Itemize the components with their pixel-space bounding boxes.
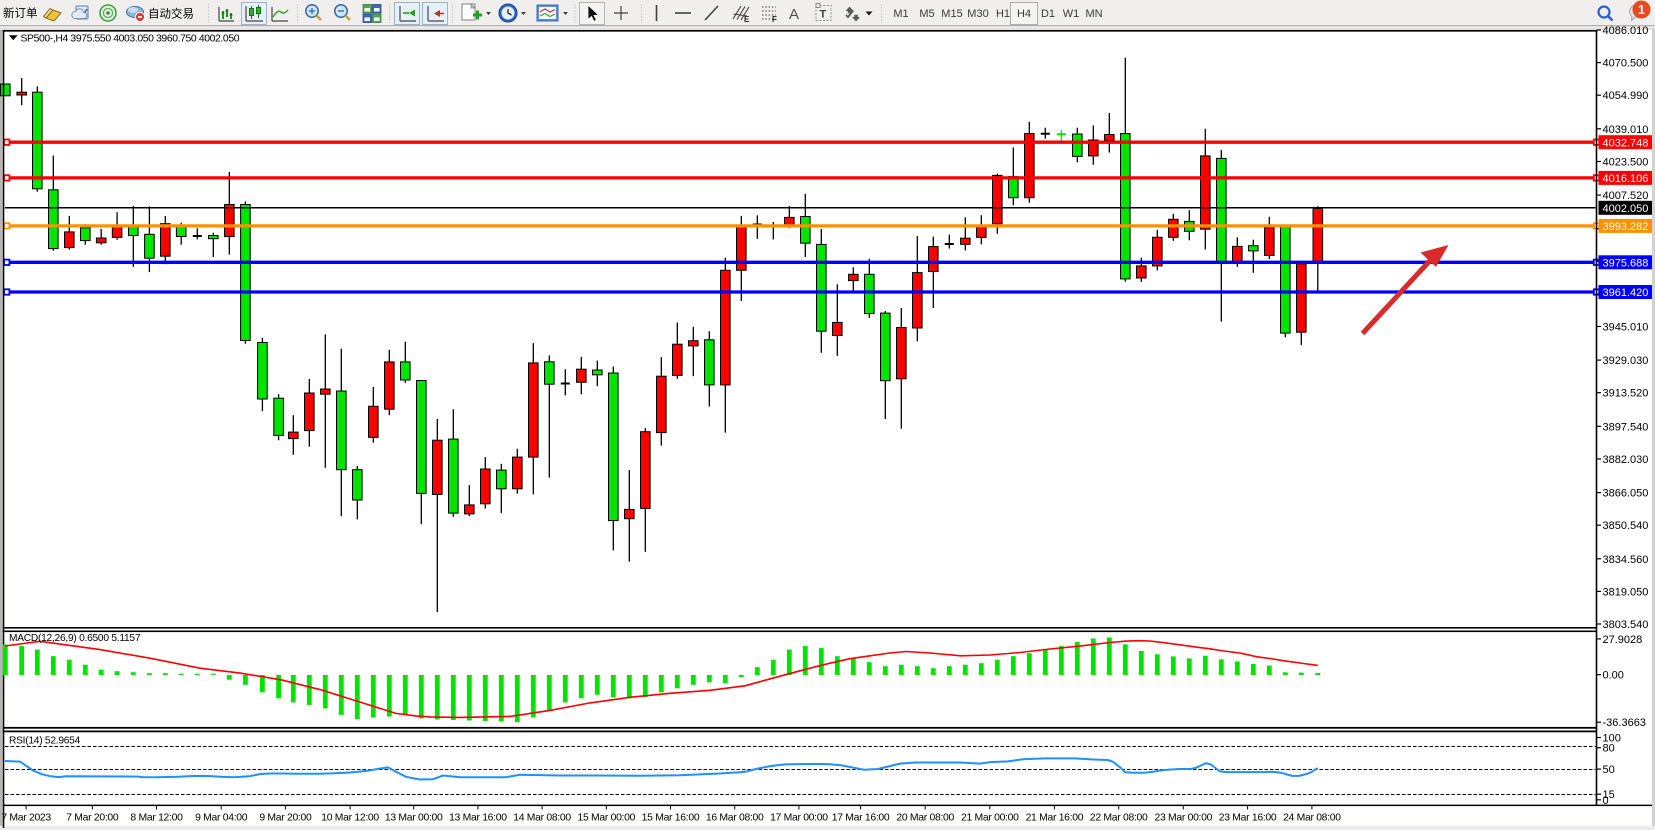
svg-text:3819.050: 3819.050 (1603, 586, 1649, 598)
svg-text:0.00: 0.00 (1603, 670, 1624, 682)
svg-text:RSI(14) 52.9654: RSI(14) 52.9654 (9, 735, 81, 746)
svg-text:新订单: 新订单 (3, 6, 38, 20)
svg-text:4032.748: 4032.748 (1603, 137, 1649, 149)
svg-text:H4: H4 (1017, 8, 1031, 20)
svg-text:4070.500: 4070.500 (1603, 58, 1649, 70)
svg-text:F: F (772, 15, 777, 24)
svg-text:M30: M30 (967, 8, 988, 20)
svg-text:7 Mar 2023: 7 Mar 2023 (1, 812, 51, 823)
svg-text:3850.540: 3850.540 (1603, 520, 1649, 532)
svg-text:22 Mar 08:00: 22 Mar 08:00 (1090, 812, 1148, 823)
svg-text:SP500-,H4 3975.550 4003.050 3: SP500-,H4 3975.550 4003.050 3960.750 400… (21, 33, 240, 44)
svg-text:13 Mar 00:00: 13 Mar 00:00 (385, 812, 443, 823)
svg-text:0: 0 (1603, 795, 1609, 807)
svg-text:E: E (744, 15, 750, 24)
svg-text:M5: M5 (919, 8, 934, 20)
svg-text:17 Mar 16:00: 17 Mar 16:00 (832, 812, 890, 823)
svg-text:21 Mar 00:00: 21 Mar 00:00 (961, 812, 1019, 823)
svg-text:4086.010: 4086.010 (1603, 25, 1649, 37)
svg-text:3803.540: 3803.540 (1603, 619, 1649, 631)
svg-text:3897.540: 3897.540 (1603, 421, 1649, 433)
svg-text:23 Mar 00:00: 23 Mar 00:00 (1154, 812, 1212, 823)
svg-text:27.9028: 27.9028 (1603, 634, 1643, 646)
svg-text:3834.560: 3834.560 (1603, 554, 1649, 566)
svg-text:80: 80 (1603, 743, 1615, 755)
svg-text:3961.420: 3961.420 (1603, 287, 1649, 299)
svg-text:自动交易: 自动交易 (148, 7, 194, 21)
svg-text:21 Mar 16:00: 21 Mar 16:00 (1026, 812, 1084, 823)
svg-text:15: 15 (1603, 789, 1615, 801)
svg-text:H1: H1 (996, 8, 1010, 20)
svg-text:T: T (820, 9, 827, 21)
svg-text:3882.030: 3882.030 (1603, 454, 1649, 466)
svg-text:9 Mar 04:00: 9 Mar 04:00 (195, 812, 248, 823)
svg-text:W1: W1 (1063, 8, 1080, 20)
svg-text:-36.3663: -36.3663 (1603, 717, 1646, 729)
svg-text:100: 100 (1603, 733, 1621, 745)
svg-text:10 Mar 12:00: 10 Mar 12:00 (321, 812, 379, 823)
svg-text:3993.282: 3993.282 (1603, 221, 1649, 233)
svg-text:4023.500: 4023.500 (1603, 157, 1649, 169)
svg-text:15 Mar 16:00: 15 Mar 16:00 (642, 812, 700, 823)
svg-text:9 Mar 20:00: 9 Mar 20:00 (259, 812, 312, 823)
svg-text:3929.030: 3929.030 (1603, 355, 1649, 367)
svg-text:4039.010: 4039.010 (1603, 124, 1649, 136)
svg-text:1: 1 (1638, 3, 1645, 17)
svg-text:4054.990: 4054.990 (1603, 90, 1649, 102)
svg-text:16 Mar 08:00: 16 Mar 08:00 (706, 812, 764, 823)
svg-text:3975.688: 3975.688 (1603, 258, 1649, 270)
svg-text:8 Mar 12:00: 8 Mar 12:00 (130, 812, 183, 823)
svg-text:50: 50 (1603, 764, 1615, 776)
svg-text:3866.050: 3866.050 (1603, 488, 1649, 500)
svg-text:MN: MN (1085, 8, 1102, 20)
svg-text:4007.520: 4007.520 (1603, 190, 1649, 202)
svg-text:A: A (789, 6, 799, 23)
svg-text:4002.050: 4002.050 (1603, 203, 1649, 215)
svg-text:4016.106: 4016.106 (1603, 173, 1649, 185)
svg-text:M15: M15 (941, 8, 962, 20)
svg-text:15 Mar 00:00: 15 Mar 00:00 (577, 812, 635, 823)
svg-text:M1: M1 (893, 8, 908, 20)
svg-text:3945.010: 3945.010 (1603, 322, 1649, 334)
svg-text:17 Mar 00:00: 17 Mar 00:00 (770, 812, 828, 823)
svg-text:3913.520: 3913.520 (1603, 388, 1649, 400)
svg-text:23 Mar 16:00: 23 Mar 16:00 (1219, 812, 1277, 823)
svg-text:24 Mar 08:00: 24 Mar 08:00 (1283, 812, 1341, 823)
svg-text:13 Mar 16:00: 13 Mar 16:00 (449, 812, 507, 823)
svg-text:D1: D1 (1041, 8, 1055, 20)
svg-text:14 Mar 08:00: 14 Mar 08:00 (513, 812, 571, 823)
svg-text:MACD(12,26,9) 0.6500 5.1157: MACD(12,26,9) 0.6500 5.1157 (9, 633, 141, 644)
svg-text:7 Mar 20:00: 7 Mar 20:00 (66, 812, 119, 823)
svg-text:20 Mar 08:00: 20 Mar 08:00 (896, 812, 954, 823)
